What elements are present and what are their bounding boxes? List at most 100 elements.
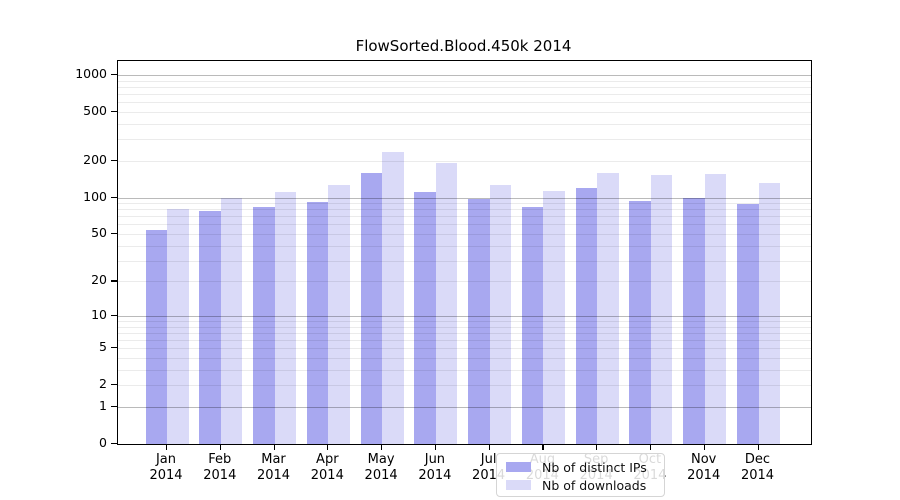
gridline-minor-20 <box>118 281 811 283</box>
xtick-mark-sep <box>596 445 598 450</box>
bar-jul-downloads <box>489 185 512 444</box>
xtick-mark-mar <box>273 445 275 450</box>
gridline-minor-50 <box>118 234 811 235</box>
distinct-ips-swatch <box>506 462 531 472</box>
bar-oct-downloads <box>650 175 673 444</box>
gridline-minor-4 <box>118 358 811 359</box>
gridline-minor-5 <box>118 348 811 350</box>
bar-jul-distinct-ips <box>468 199 490 444</box>
bar-oct-distinct-ips <box>629 200 651 444</box>
ytick-mark-100 <box>111 196 117 198</box>
plot-area: Nb of distinct IPs Nb of downloads <box>117 60 812 497</box>
ytick-label-2: 2 <box>99 376 107 392</box>
bar-jan-downloads <box>167 209 189 444</box>
xtick-mark-may <box>381 445 383 450</box>
gridline-minor-700 <box>118 94 811 95</box>
legend-label-downloads: Nb of downloads <box>542 477 647 493</box>
ytick-mark-1 <box>111 406 117 408</box>
gridline-major-1 <box>118 407 811 408</box>
bar-apr-distinct-ips <box>306 201 329 444</box>
gridline-minor-900 <box>118 80 811 82</box>
xtick-label-feb: Feb 2014 <box>203 452 237 483</box>
gridline-minor-6 <box>118 340 811 342</box>
ytick-mark-1000 <box>111 73 117 76</box>
bar-dec-distinct-ips <box>737 203 759 444</box>
bar-mar-distinct-ips <box>253 207 275 444</box>
xtick-mark-nov <box>703 445 705 450</box>
bar-aug-distinct-ips <box>521 207 544 444</box>
gridline-major-1000 <box>118 74 811 76</box>
xtick-mark-oct <box>649 445 652 450</box>
gridline-minor-90 <box>118 203 811 204</box>
gridline-minor-8 <box>118 326 811 328</box>
xtick-label-dec: Dec 2014 <box>740 452 775 483</box>
ytick-label-5: 5 <box>99 339 107 355</box>
bar-jan-distinct-ips <box>145 229 167 444</box>
gridline-major-10 <box>118 315 811 317</box>
ytick-label-200: 200 <box>83 151 107 167</box>
ytick-label-1: 1 <box>99 398 107 413</box>
xtick-label-jun: Jun 2014 <box>418 452 452 483</box>
legend-entry-distinct-ips: Nb of distinct IPs <box>506 459 655 475</box>
ytick-label-100: 100 <box>83 188 107 204</box>
xtick-label-apr: Apr 2014 <box>310 452 344 483</box>
ytick-label-1000: 1000 <box>75 65 107 81</box>
gridline-minor-7 <box>118 332 811 334</box>
xtick-mark-jun <box>434 445 437 450</box>
xtick-mark-feb <box>219 445 221 450</box>
xtick-label-mar: Mar 2014 <box>256 452 291 483</box>
bar-dec-downloads <box>758 182 780 444</box>
ytick-mark-50 <box>111 233 117 235</box>
gridline-minor-600 <box>118 102 811 104</box>
gridline-minor-200 <box>118 160 811 162</box>
ytick-mark-20 <box>111 280 117 282</box>
legend: Nb of distinct IPs Nb of downloads <box>496 453 665 497</box>
ytick-mark-500 <box>111 110 117 113</box>
xtick-mark-jan <box>166 445 168 450</box>
bar-jun-distinct-ips <box>414 191 436 444</box>
gridline-minor-60 <box>118 224 811 226</box>
gridline-major-100 <box>118 197 811 199</box>
ytick-mark-0 <box>111 443 117 445</box>
ytick-mark-2 <box>111 384 117 386</box>
xtick-mark-aug <box>542 445 544 450</box>
xtick-label-jan: Jan 2014 <box>149 452 183 483</box>
gridline-minor-3 <box>118 369 811 371</box>
bar-mar-downloads <box>274 191 296 444</box>
ytick-label-10: 10 <box>91 306 107 322</box>
gridline-minor-300 <box>118 139 811 141</box>
ytick-label-20: 20 <box>91 272 107 288</box>
legend-entry-downloads: Nb of downloads <box>506 477 655 493</box>
ytick-label-50: 50 <box>91 225 107 240</box>
gridline-minor-30 <box>118 260 811 262</box>
legend-label-distinct-ips: Nb of distinct IPs <box>542 459 647 475</box>
ytick-mark-200 <box>111 159 117 161</box>
gridline-minor-2 <box>118 385 811 387</box>
gridline-minor-800 <box>118 86 811 88</box>
gridline-minor-70 <box>118 216 811 218</box>
gridline-minor-500 <box>118 111 811 113</box>
chart-title: FlowSorted.Blood.450k 2014 <box>355 37 572 55</box>
xtick-mark-apr <box>327 445 329 450</box>
bar-feb-downloads <box>220 197 243 444</box>
gridline-minor-9 <box>118 321 811 322</box>
bar-sep-distinct-ips <box>575 187 598 444</box>
xtick-mark-jul <box>488 445 490 450</box>
gridline-minor-40 <box>118 245 811 247</box>
xtick-label-may: May 2014 <box>364 452 398 483</box>
xtick-label-nov: Nov 2014 <box>687 452 721 483</box>
ytick-label-500: 500 <box>83 102 107 118</box>
ytick-mark-10 <box>111 314 117 317</box>
bar-apr-downloads <box>328 184 350 444</box>
bar-may-distinct-ips <box>360 173 383 444</box>
bar-nov-distinct-ips <box>683 197 705 444</box>
downloads-swatch <box>506 480 531 490</box>
bar-feb-distinct-ips <box>199 210 221 444</box>
gridline-minor-80 <box>118 209 811 211</box>
bar-may-downloads <box>382 151 404 444</box>
xtick-mark-dec <box>757 445 759 450</box>
bar-jun-downloads <box>435 163 458 444</box>
bar-nov-downloads <box>704 174 727 444</box>
gridline-minor-400 <box>118 123 811 125</box>
